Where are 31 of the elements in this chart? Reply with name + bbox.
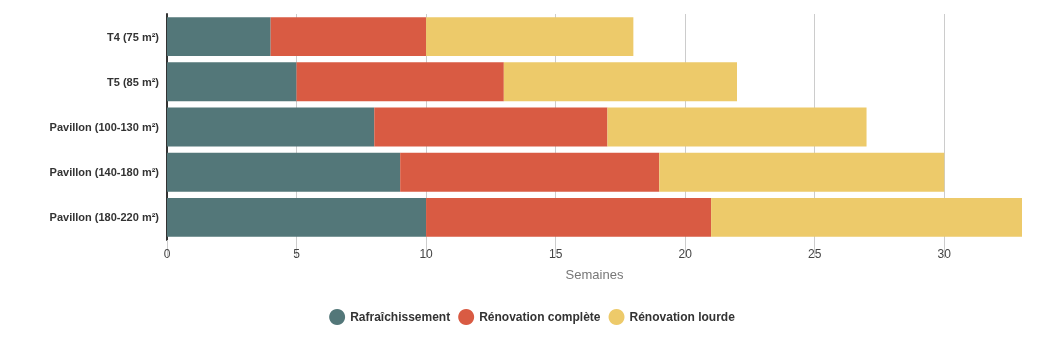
bar [607,107,867,147]
bar [167,152,401,192]
bar [167,197,427,237]
bar [167,62,297,102]
x-axis-title: Semaines [565,267,624,282]
bar [711,197,1022,237]
bar [503,62,737,102]
bar [296,62,504,102]
x-tick-label: 5 [293,247,301,261]
bar [167,107,375,147]
legend-label: Rénovation lourde [629,310,736,324]
y-tick-label: Pavillon (140-180 m²) [49,166,160,179]
y-tick-label: Pavillon (100-130 m²) [49,121,160,133]
x-tick-label: 20 [678,247,693,261]
x-tick-label: 0 [163,247,171,261]
bar [426,17,634,57]
x-tick-label: 15 [548,247,563,261]
x-tick-label: 10 [419,247,434,261]
bar [374,107,608,147]
bar [426,197,712,237]
bar [659,152,945,192]
bar [270,17,427,57]
bar [167,17,271,57]
y-tick-label: Pavillon (180-220 m²) [49,211,160,224]
y-tick-label: T4 (75 m²) [107,30,160,43]
x-tick-label: 25 [808,247,822,261]
bar [400,152,660,192]
legend-label: Rafraîchissement [350,310,451,324]
legend-label: Rénovation complète [479,310,601,324]
x-tick-label: 30 [937,247,952,261]
y-tick-label: T5 (85 m²) [107,75,160,88]
